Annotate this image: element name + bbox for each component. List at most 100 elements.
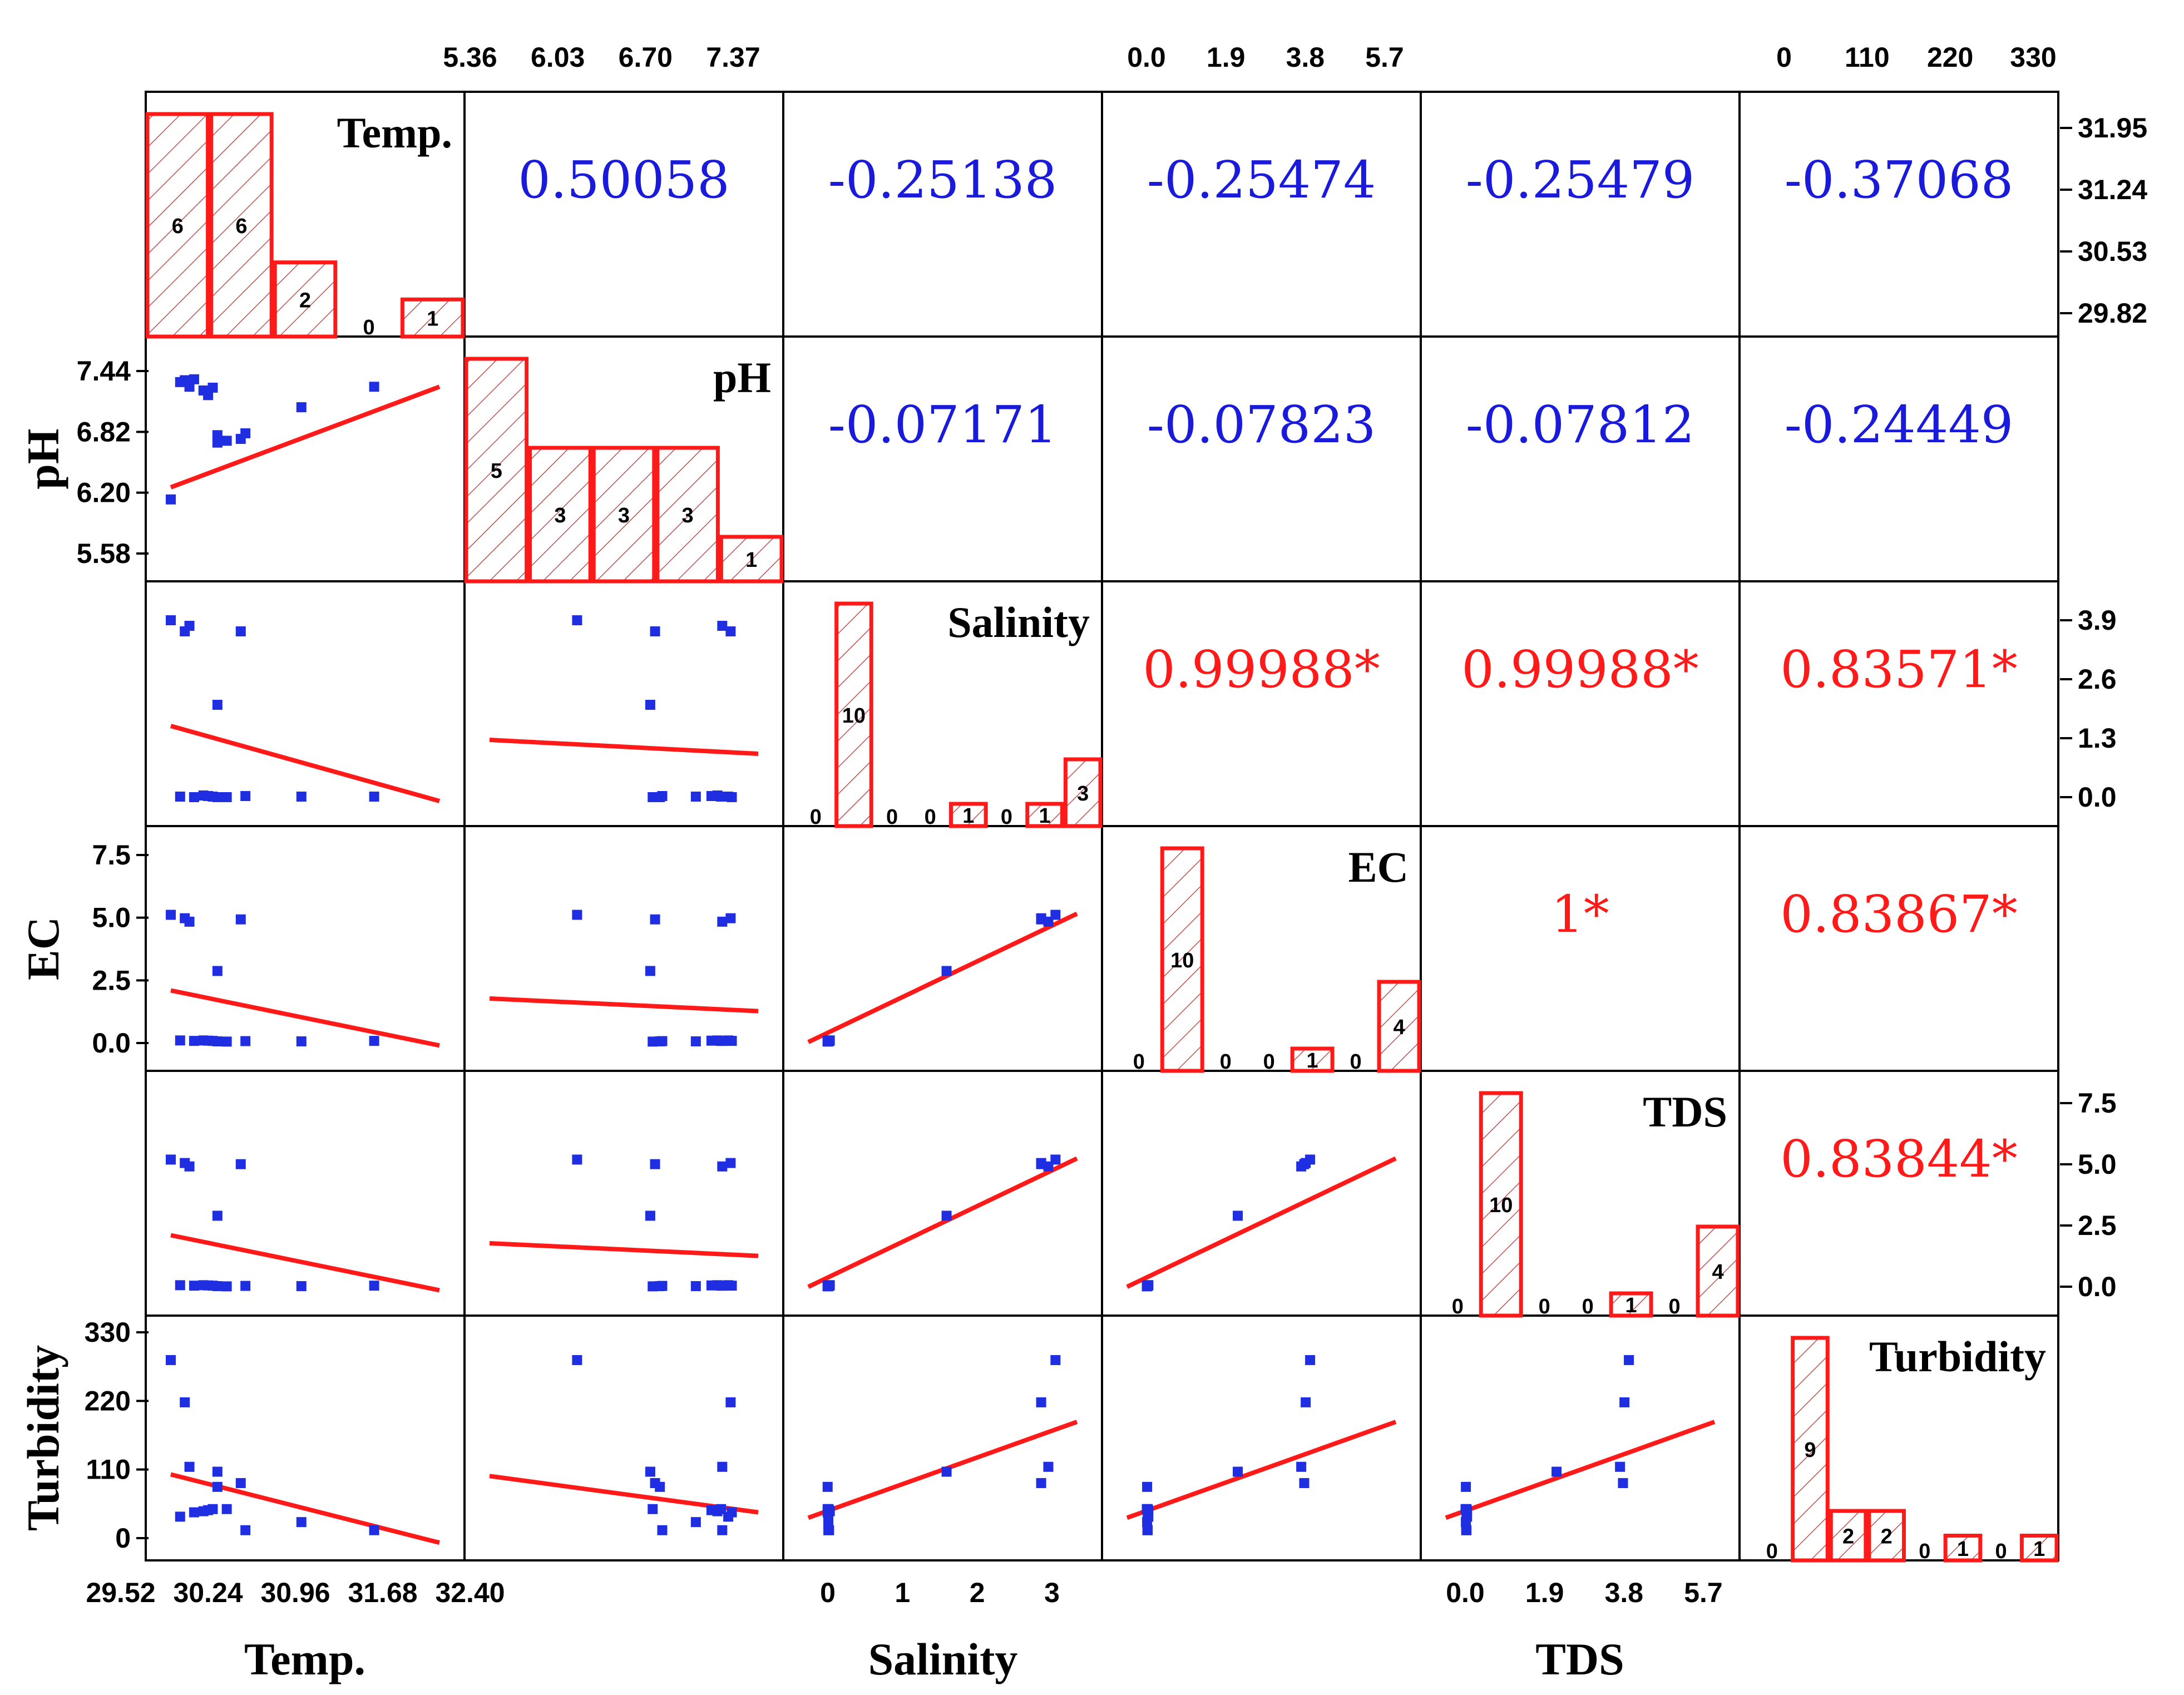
scatter-point	[727, 792, 737, 802]
scatter-point	[221, 792, 232, 802]
histogram-bar	[400, 297, 465, 339]
panel-frame	[782, 91, 1103, 338]
scatter-point	[717, 1525, 728, 1535]
scatter-point	[717, 792, 728, 802]
scatter-point	[717, 1036, 728, 1046]
scatter-point	[240, 428, 251, 438]
regression-line	[1445, 1420, 1716, 1520]
axis-tick-label: 6.03	[531, 42, 585, 73]
scatter-point	[212, 700, 223, 710]
scatter-point	[296, 792, 307, 802]
scatter-point	[240, 791, 251, 801]
histogram-count-label: 2	[1842, 1525, 1854, 1549]
scatter-point	[212, 1210, 223, 1221]
axis-tick-label: 330	[2010, 42, 2056, 73]
panel-frame	[782, 825, 1103, 1072]
axis-tick-label: 30.53	[2078, 236, 2147, 267]
panel-frame	[782, 1070, 1103, 1317]
histogram-count-label: 3	[682, 504, 694, 527]
scatter-point	[717, 916, 728, 927]
histogram-bar	[1943, 1534, 1983, 1563]
x-axis-title-salinity: Salinity	[868, 1634, 1018, 1684]
regression-line	[489, 738, 759, 756]
axis-tick-label: 1	[895, 1577, 910, 1608]
scatter-point	[690, 1281, 701, 1291]
histogram-count-label: 0	[1263, 1050, 1275, 1074]
histogram-count-label: 2	[299, 289, 311, 312]
scatter-point	[180, 1397, 190, 1407]
histogram-count-label: 5	[491, 459, 502, 483]
axis-tick-label: 0.0	[2078, 1271, 2117, 1302]
axis-tick-label: 29.82	[2078, 298, 2147, 329]
histogram-count-label: 0	[1220, 1050, 1232, 1074]
scatter-point	[1301, 1397, 1311, 1407]
histogram-bar	[528, 446, 592, 584]
scatter-point	[657, 1525, 668, 1535]
scatter-point	[1299, 1159, 1310, 1169]
regression-line	[170, 1233, 440, 1293]
scatter-point	[1615, 1461, 1625, 1472]
axis-tick-label: 30.24	[173, 1577, 243, 1608]
axis-tick-label: 6.82	[77, 416, 131, 447]
scatter-point	[706, 791, 717, 801]
scatter-point	[645, 1210, 655, 1221]
scatter-point	[296, 1281, 307, 1291]
axis-tick-label: 3	[1044, 1577, 1060, 1608]
scatter-point	[184, 1461, 195, 1472]
panel-frame	[1101, 1070, 1422, 1317]
scatter-point	[823, 1036, 834, 1046]
panel-frame	[1738, 1070, 2059, 1317]
correlation-value: -0.25479	[1466, 150, 1695, 210]
axis-tick-label: 1.9	[1525, 1577, 1564, 1608]
histogram-bar	[1063, 757, 1103, 828]
scatter-point	[572, 615, 582, 625]
histogram-count-label: 9	[1804, 1439, 1816, 1462]
histogram-count-label: 1	[1957, 1538, 1969, 1561]
histogram-count-label: 0	[810, 806, 822, 829]
histogram-bar	[1025, 802, 1064, 828]
scatter-point	[650, 1159, 660, 1169]
scatter-point	[235, 914, 246, 925]
histogram-count-label: 0	[886, 806, 898, 829]
histogram-bar	[1791, 1336, 1830, 1563]
scatter-point	[648, 1036, 658, 1047]
y-axis-title: pH	[18, 428, 68, 489]
panel-frame	[782, 335, 1103, 582]
scatter-point	[166, 910, 176, 920]
histogram-count-label: 1	[1039, 804, 1050, 828]
axis-tick-label: 5.0	[92, 902, 131, 933]
scatter-point	[717, 621, 728, 631]
scatter-point	[648, 1281, 658, 1292]
regression-line	[170, 724, 441, 803]
scatter-point	[1233, 1210, 1243, 1221]
scatter-point	[212, 1466, 223, 1477]
scatter-point	[189, 792, 199, 802]
scatter-point	[184, 1161, 195, 1172]
axis-tick-label: 31.68	[348, 1577, 417, 1608]
panel-frame	[1738, 335, 2059, 582]
scatter-point	[1461, 1525, 1472, 1535]
panel-frame	[463, 1315, 784, 1561]
scatter-point	[235, 626, 246, 636]
axis-tick-label: 6.20	[77, 477, 131, 508]
scatter-point	[1036, 1397, 1046, 1407]
histogram-layer	[145, 112, 2059, 1563]
histogram-count-label: 0	[1539, 1295, 1550, 1318]
scatter-point	[1050, 1355, 1061, 1365]
scatter-point	[175, 1280, 185, 1291]
scatter-point	[296, 1036, 307, 1046]
scatter-point	[212, 966, 223, 976]
scatter-point	[166, 615, 176, 625]
variable-name-label: Salinity	[947, 598, 1090, 646]
scatter-point	[1461, 1517, 1471, 1528]
axis-tick-label: 3.8	[1605, 1577, 1644, 1608]
scatter-point	[189, 1036, 199, 1046]
correlation-value: 0.99988*	[1461, 640, 1698, 699]
histogram-count-label: 0	[1668, 1295, 1680, 1318]
scatter-point	[717, 1461, 728, 1472]
histogram-bar	[1829, 1509, 1868, 1563]
scatter-point	[1305, 1355, 1316, 1365]
scatter-point	[1142, 1504, 1152, 1514]
histogram-bar	[1290, 1046, 1335, 1073]
correlation-value: -0.24449	[1785, 395, 2014, 454]
